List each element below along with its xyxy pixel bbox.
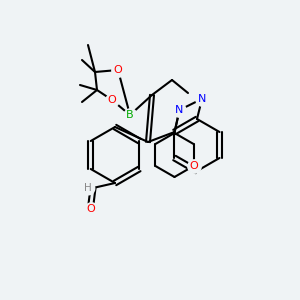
- Text: B: B: [126, 110, 134, 120]
- Text: O: O: [189, 161, 198, 171]
- Text: O: O: [114, 65, 122, 75]
- Text: H: H: [84, 183, 92, 193]
- Text: O: O: [108, 95, 116, 105]
- Text: N: N: [198, 94, 206, 104]
- Text: N: N: [175, 105, 184, 115]
- Text: O: O: [87, 204, 95, 214]
